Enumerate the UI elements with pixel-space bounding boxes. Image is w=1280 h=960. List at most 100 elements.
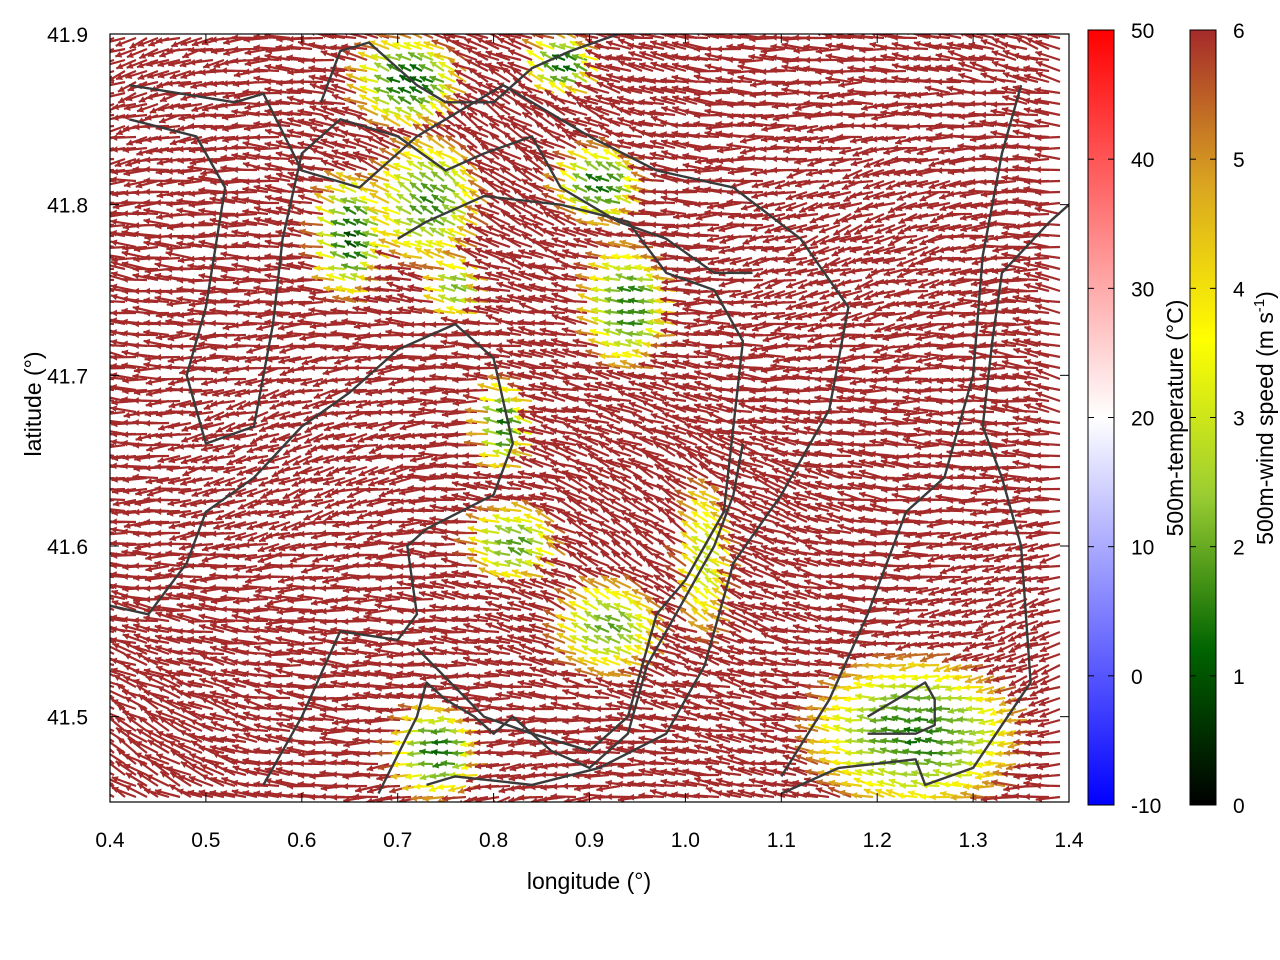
wind-vector-head [353, 138, 361, 145]
wind-vector-head [826, 69, 833, 77]
wind-vector-head [660, 52, 668, 59]
wind-vector-head [89, 309, 95, 316]
wind-vector-head [827, 92, 835, 100]
wind-vector-head [727, 112, 734, 120]
wind-vector-head [990, 142, 997, 150]
wind-vector-head [89, 167, 95, 174]
wind-vector-head [584, 116, 592, 123]
wind-vector-head [89, 177, 95, 184]
wind-vector-head [297, 98, 304, 106]
wind-vector-head [979, 66, 986, 74]
wind-vector-head [650, 50, 658, 58]
wind-vector-head [319, 98, 326, 106]
wind-vector [488, 34, 500, 39]
wind-vector-head [903, 123, 910, 131]
wind-vector-head [537, 74, 545, 81]
wind-vector-head [422, 124, 430, 131]
wind-vector-head [946, 99, 953, 107]
wind-vector-head [497, 34, 502, 38]
wind-vector-head [264, 63, 272, 71]
wind-vector-head [838, 81, 845, 89]
wind-vector-head [89, 240, 96, 247]
wind-vector-head [704, 63, 712, 70]
wind-vector-head [444, 83, 452, 91]
wind-vector-head [513, 99, 521, 107]
wind-vector-head [275, 139, 283, 147]
wind-vector-head [297, 86, 304, 94]
wind-vector-head [467, 112, 474, 119]
wind-vector-head [309, 105, 317, 112]
wind-vector-head [869, 55, 876, 63]
wind-vector-head [1012, 111, 1019, 118]
wind-vector-head [792, 109, 799, 117]
wind-vector-head [979, 100, 986, 108]
wind-vector-head [979, 143, 986, 150]
wind-vector-head [410, 28, 417, 34]
wind-vector-head [188, 113, 195, 121]
wind-vector-head [485, 50, 493, 57]
wind-vector-head [201, 137, 209, 145]
wind-vector-head [88, 319, 94, 326]
wind-vector-head [693, 96, 701, 103]
wind-vector-head [221, 80, 228, 87]
wind-vector-head [1015, 27, 1022, 33]
wind-vector-head [803, 43, 810, 51]
wind-vector-head [147, 72, 155, 79]
wind-vector-head [1034, 97, 1042, 105]
wind-vector-head [694, 145, 701, 153]
wind-vector-head [828, 137, 835, 144]
wind-vector [347, 34, 368, 40]
wind-vector-head [836, 42, 844, 50]
wind-vector-head [627, 42, 635, 50]
wind-vector-head [209, 67, 216, 74]
wind-vector-head [287, 35, 294, 43]
wind-vector [110, 36, 126, 43]
wind-vector-head [693, 112, 701, 119]
wind-vector-head [166, 146, 174, 154]
wind-vector-head [617, 153, 625, 160]
wind-vector-head [968, 78, 975, 85]
wind-vector-head [548, 82, 556, 89]
wind-vector-head [562, 106, 569, 113]
wind-vector [110, 58, 126, 66]
wind-vector-head [682, 63, 690, 71]
wind-vector-head [576, 101, 584, 109]
wind-vector-head [386, 76, 394, 83]
wind-vector-head [968, 120, 975, 127]
wind-vector-head [419, 103, 427, 111]
wind-vector-head [486, 28, 493, 34]
wind-vector-head [320, 138, 328, 145]
wind-vector-head [253, 100, 261, 108]
wind-vector-head [704, 130, 712, 137]
wind-vector-head [737, 74, 745, 82]
wind-vector-head [726, 131, 733, 139]
wind-vector-head [180, 94, 188, 102]
wind-vector-head [100, 271, 107, 277]
wind-vector-head [409, 64, 417, 71]
wind-vector-head [958, 113, 965, 121]
wind-vector-head [638, 98, 645, 106]
wind-vector-head [540, 149, 548, 157]
wind-vector-head [727, 69, 734, 77]
wind-vector-head [650, 40, 658, 47]
wind-vector-head [94, 41, 101, 47]
wind-vector-head [110, 75, 115, 82]
wind-vector-head [649, 77, 656, 85]
wind-vector-head [518, 83, 526, 90]
wind-vector-head [169, 72, 177, 80]
wind-vector-head [342, 106, 350, 113]
wind-vector-head [629, 126, 637, 133]
wind-vector-head [847, 87, 854, 95]
wind-vector-head [148, 40, 156, 47]
wind-vector-head [309, 82, 317, 90]
wind-vector-head [534, 84, 542, 91]
wind-vector-head [210, 145, 217, 153]
wind-vector-head [761, 125, 768, 133]
wind-vector-head [457, 34, 458, 35]
wind-vector-head [242, 109, 249, 117]
wind-vector-head [346, 83, 354, 90]
wind-vector-head [792, 78, 799, 86]
wind-vector-head [638, 153, 645, 161]
wind-vector [593, 34, 610, 40]
wind-vector-head [726, 43, 733, 51]
